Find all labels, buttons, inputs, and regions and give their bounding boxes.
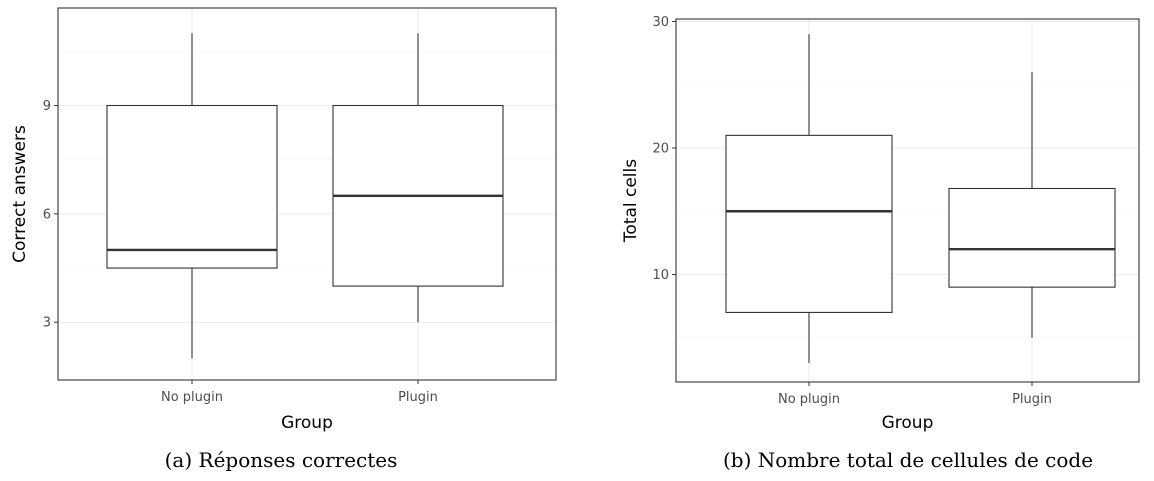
y-axis-title: Correct answers [10, 125, 30, 263]
x-axis-title: Group [882, 413, 934, 433]
caption-b: (b) Nombre total de cellules de code [722, 448, 1094, 472]
box-no-plugin [725, 34, 893, 364]
chart-panel-b: 10 20 30 No plugin Plugin Group Total cells [621, 15, 1140, 433]
y-tick-label: 10 [652, 268, 669, 283]
y-tick-label: 30 [652, 15, 669, 30]
x-tick-label: Plugin [1012, 392, 1052, 407]
box-iqr [725, 134, 893, 313]
box-iqr [106, 104, 278, 269]
x-tick-label: No plugin [161, 390, 223, 405]
caption-a: (a) Réponses correctes [164, 448, 398, 472]
panel-border [57, 7, 557, 381]
x-tick-label: No plugin [778, 392, 840, 407]
y-tick-label: 9 [43, 99, 51, 114]
chart-panel-a: 3 6 9 No plugin Plugin Group Correct answers [10, 7, 557, 433]
y-axis-title: Total cells [621, 159, 641, 243]
box-plugin [948, 72, 1116, 338]
box-no-plugin [106, 33, 278, 359]
y-tick-label: 6 [43, 207, 51, 222]
panel-border [675, 18, 1140, 383]
box-iqr [948, 187, 1116, 288]
y-tick-label: 20 [652, 142, 669, 157]
x-axis-title: Group [281, 413, 333, 433]
x-tick-label: Plugin [398, 390, 438, 405]
box-plugin [332, 33, 504, 323]
y-tick-label: 3 [43, 316, 51, 331]
